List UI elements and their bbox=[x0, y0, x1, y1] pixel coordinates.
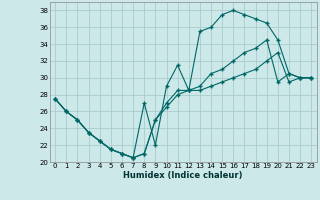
X-axis label: Humidex (Indice chaleur): Humidex (Indice chaleur) bbox=[124, 171, 243, 180]
